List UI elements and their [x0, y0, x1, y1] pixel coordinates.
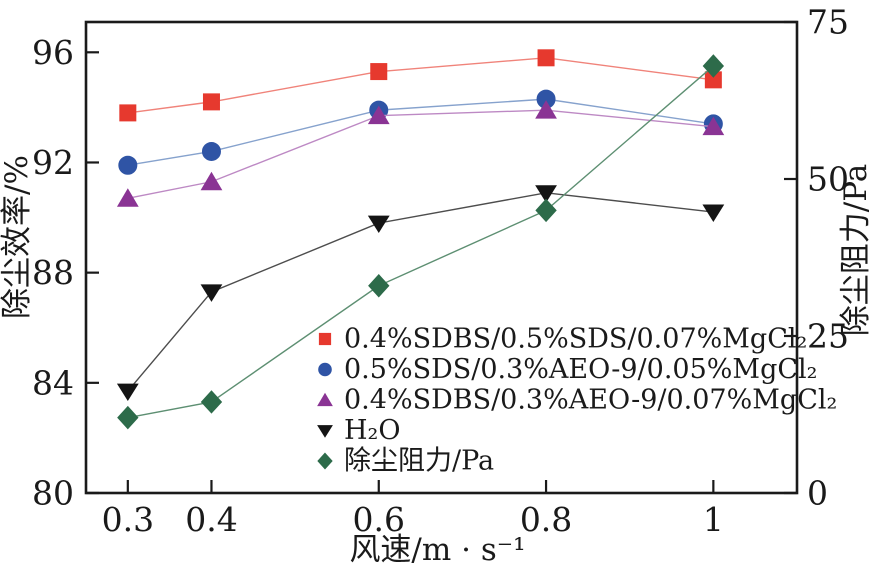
legend-item-label: 0.4%SDBS/0.5%SDS/0.07%MgCl₂ — [344, 324, 807, 355]
legend-item: 0.5%SDS/0.3%AEO-9/0.05%MgCl₂ — [318, 354, 817, 385]
triangle-up-marker-icon — [702, 116, 725, 136]
triangle-down-marker-icon — [200, 284, 223, 302]
legend-item-label: H₂O — [344, 415, 401, 446]
triangle-up-marker-icon — [367, 105, 390, 125]
diamond-marker-icon — [117, 405, 139, 430]
series-2 — [116, 100, 725, 207]
series-0 — [119, 49, 722, 122]
circle-marker-icon — [118, 155, 138, 175]
y-left-tick-label: 96 — [32, 33, 74, 72]
x-tick-label: 0.3 — [102, 500, 154, 539]
y-left-tick-label: 84 — [32, 363, 74, 402]
y-right-tick-label: 50 — [807, 160, 849, 199]
x-tick-label: 0.6 — [353, 500, 405, 539]
y-right-tick-label: 75 — [807, 3, 849, 42]
legend-item: 0.4%SDBS/0.3%AEO-9/0.07%MgCl₂ — [317, 385, 837, 416]
y-left-axis-title: 除尘效率/% — [0, 155, 35, 319]
square-marker-icon — [537, 49, 555, 67]
triangle-down-marker-icon — [535, 185, 557, 203]
y-left-tick-label: 92 — [32, 143, 74, 182]
diamond-marker-icon — [200, 390, 223, 414]
series-4 — [117, 54, 725, 430]
circle-marker-icon — [201, 141, 221, 161]
series-3 — [116, 185, 725, 402]
triangle-up-marker-icon — [317, 392, 333, 407]
legend-item: H₂O — [317, 415, 401, 446]
legend-item-label: 0.5%SDS/0.3%AEO-9/0.05%MgCl₂ — [344, 354, 817, 385]
circle-marker-icon — [318, 362, 332, 377]
y-right-tick-label: 25 — [807, 317, 849, 356]
legend-item: 除尘阻力/Pa — [317, 446, 494, 477]
square-marker-icon — [202, 93, 220, 111]
x-axis-title: 风速/m · s⁻¹ — [349, 532, 525, 568]
legend-item-label: 0.4%SDBS/0.3%AEO-9/0.07%MgCl₂ — [344, 385, 837, 416]
triangle-down-marker-icon — [702, 204, 725, 222]
triangle-up-marker-icon — [535, 100, 557, 119]
triangle-up-marker-icon — [200, 171, 223, 191]
triangle-up-marker-icon — [116, 188, 139, 207]
x-tick-label: 0.4 — [185, 500, 237, 539]
legend-item: 0.4%SDBS/0.5%SDS/0.07%MgCl₂ — [318, 324, 807, 355]
diamond-marker-icon — [535, 198, 557, 223]
square-marker-icon — [370, 63, 388, 81]
y-left-tick-label: 80 — [32, 474, 74, 513]
y-right-axis-title: 除尘阻力/Pa — [838, 164, 874, 336]
x-tick-label: 0.8 — [520, 500, 572, 539]
x-tick-label: 1 — [703, 500, 724, 539]
triangle-down-marker-icon — [317, 425, 333, 438]
square-marker-icon — [318, 332, 332, 346]
square-marker-icon — [119, 104, 137, 122]
diamond-marker-icon — [317, 452, 333, 470]
y-left-tick-label: 88 — [32, 253, 74, 292]
triangle-down-marker-icon — [367, 215, 390, 234]
diamond-marker-icon — [702, 54, 725, 78]
plot-frame — [84, 20, 799, 495]
triangle-down-marker-icon — [116, 383, 139, 402]
diamond-marker-icon — [368, 274, 390, 298]
legend-item-label: 除尘阻力/Pa — [344, 446, 494, 477]
y-right-tick-label: 0 — [807, 474, 828, 513]
